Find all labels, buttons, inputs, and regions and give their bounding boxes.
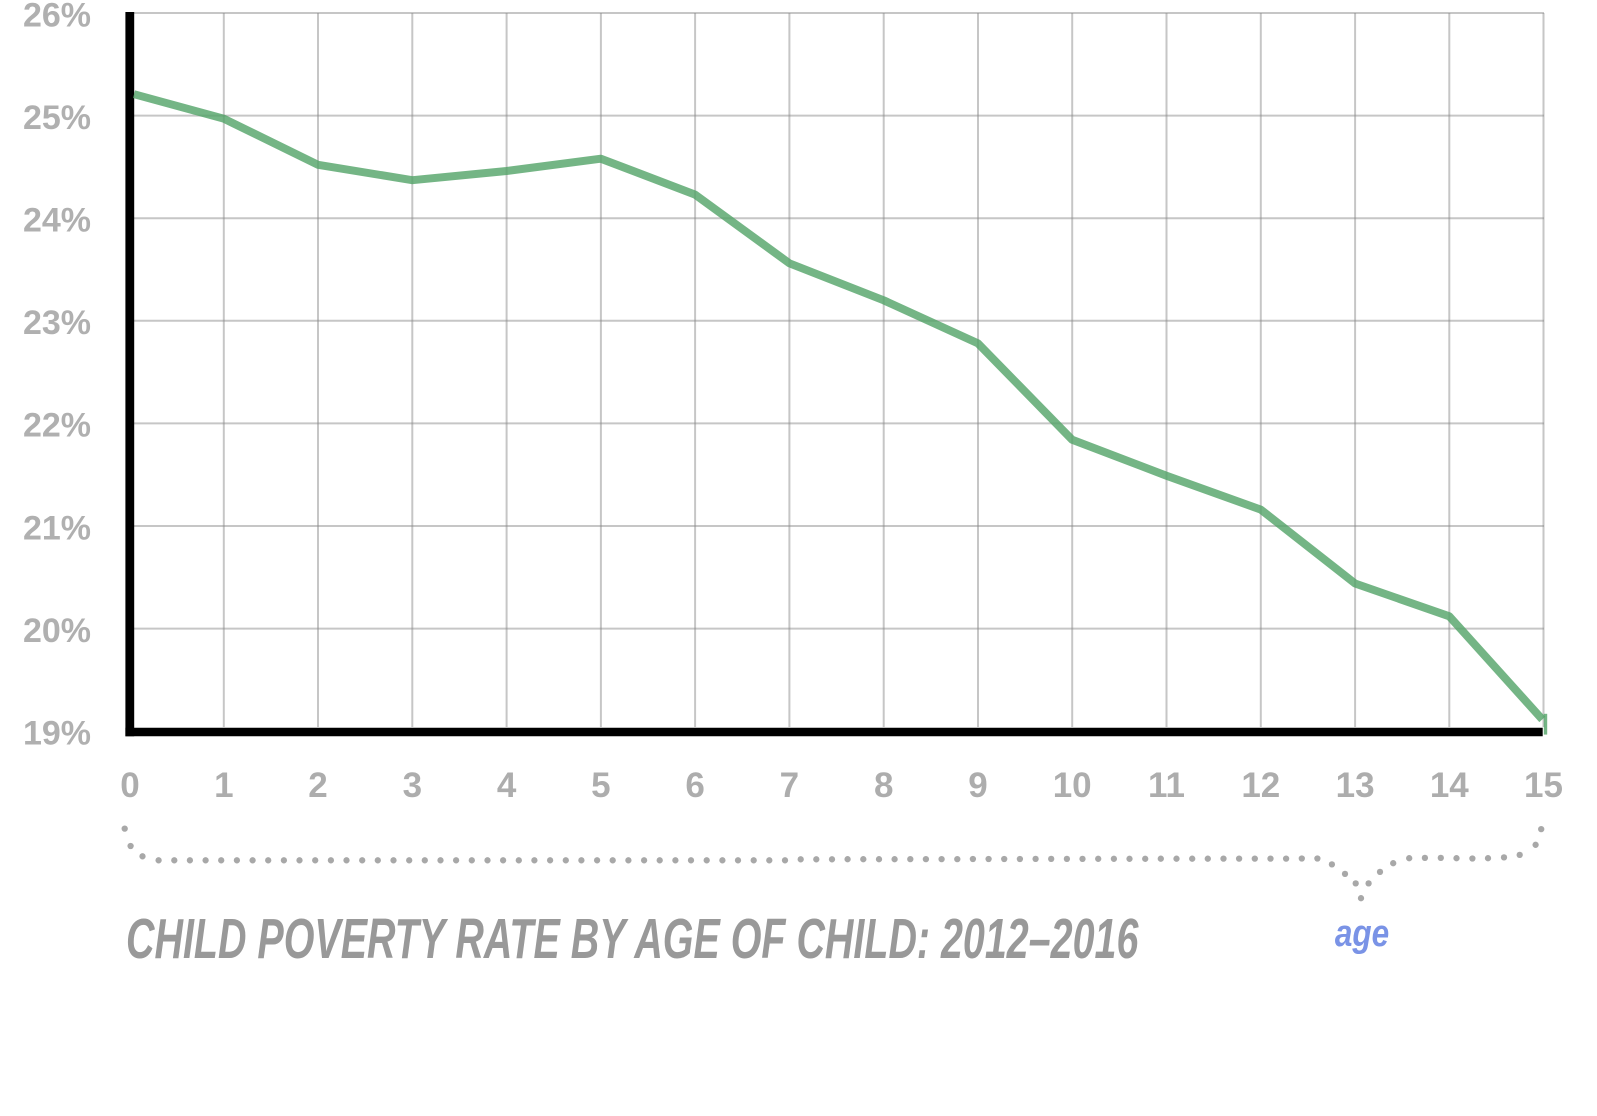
svg-text:19%: 19%: [23, 715, 91, 753]
svg-text:23%: 23%: [23, 304, 91, 342]
svg-text:2: 2: [308, 766, 327, 805]
svg-text:CHILD POVERTY RATE BY AGE OF C: CHILD POVERTY RATE BY AGE OF CHILD: 2012…: [126, 908, 1139, 971]
svg-text:22%: 22%: [23, 407, 91, 445]
svg-text:24%: 24%: [23, 202, 91, 240]
svg-text:0: 0: [120, 766, 139, 805]
svg-text:15: 15: [1524, 766, 1563, 805]
svg-text:9: 9: [968, 766, 987, 805]
svg-text:11: 11: [1148, 766, 1185, 805]
svg-text:3: 3: [403, 766, 422, 805]
svg-text:21%: 21%: [23, 509, 91, 547]
svg-text:12: 12: [1241, 766, 1280, 805]
svg-text:13: 13: [1336, 766, 1375, 805]
svg-text:10: 10: [1053, 766, 1092, 805]
svg-text:5: 5: [591, 766, 610, 805]
svg-text:1: 1: [214, 766, 233, 805]
svg-text:20%: 20%: [23, 612, 91, 650]
svg-text:25%: 25%: [23, 99, 91, 137]
svg-text:7: 7: [780, 766, 799, 805]
svg-text:8: 8: [874, 766, 893, 805]
svg-text:age: age: [1335, 912, 1389, 954]
svg-text:4: 4: [497, 766, 517, 805]
svg-text:26%: 26%: [23, 0, 91, 34]
svg-text:6: 6: [685, 766, 704, 805]
svg-text:14: 14: [1430, 766, 1469, 805]
